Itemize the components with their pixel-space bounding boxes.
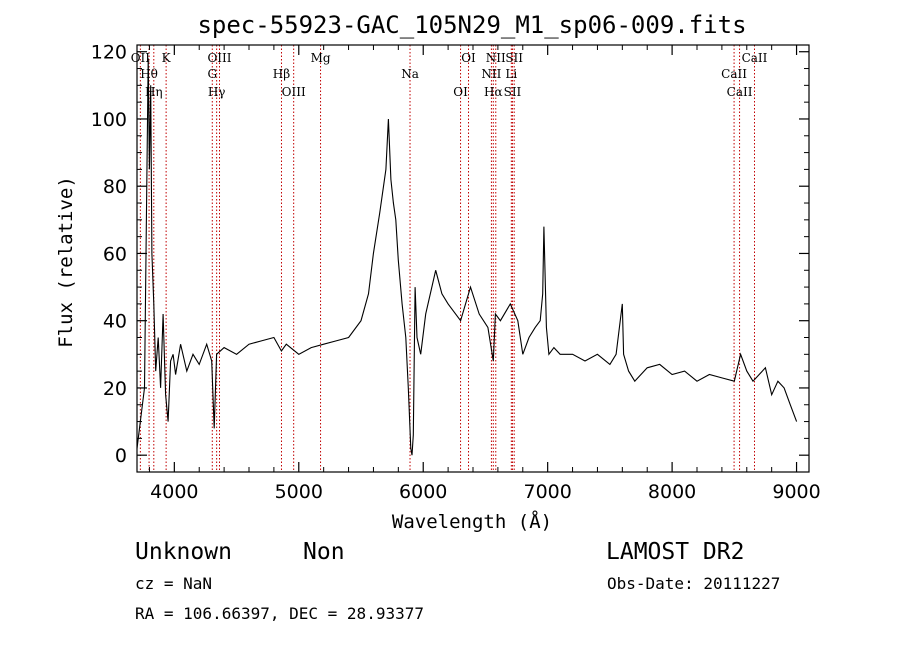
emission-line-label: Mg — [311, 51, 331, 65]
y-axis-label: Flux (relative) — [55, 176, 77, 348]
x-tick-label: 4000 — [150, 481, 198, 503]
emission-line-label: Hθ — [140, 67, 158, 81]
emission-line-label: OIII — [207, 51, 231, 65]
chart-title: spec-55923-GAC_105N29_M1_sp06-009.fits — [197, 11, 746, 39]
coords-text: RA = 106.66397, DEC = 28.93377 — [135, 604, 424, 623]
y-tick-label: 40 — [103, 311, 127, 333]
emission-line-label: G — [207, 67, 217, 81]
x-axis-ticks: 4000 5000 6000 7000 8000 9000 — [148, 45, 821, 503]
emission-line-label: CaII — [742, 51, 768, 65]
survey-text: LAMOST DR2 — [606, 539, 744, 565]
emission-line-label: NII — [481, 67, 501, 81]
x-tick-label: 6000 — [399, 481, 447, 503]
emission-line-label: CaII — [727, 85, 753, 99]
y-tick-label: 80 — [103, 176, 127, 198]
emission-line-label: Na — [401, 67, 419, 81]
emission-line-label: SII — [505, 51, 523, 65]
emission-line-label: OI — [461, 51, 476, 65]
y-tick-label: 60 — [103, 243, 127, 265]
subclass-text: Non — [303, 539, 345, 565]
emission-line-label: OIII — [282, 85, 306, 99]
x-tick-label: 7000 — [523, 481, 571, 503]
emission-line-label: Hβ — [273, 67, 290, 81]
emission-line-markers — [139, 45, 755, 472]
emission-line-label: Hη — [145, 85, 163, 99]
cz-text: cz = NaN — [135, 574, 212, 593]
emission-line-label: OI — [453, 85, 468, 99]
emission-line-label: CaII — [721, 67, 747, 81]
x-axis-label: Wavelength (Å) — [392, 510, 552, 533]
x-tick-label: 8000 — [648, 481, 696, 503]
x-tick-label: 5000 — [275, 481, 323, 503]
emission-line-label: NII — [486, 51, 506, 65]
emission-line-label: K — [162, 51, 172, 65]
emission-line-label: Li — [505, 67, 517, 81]
y-tick-label: 120 — [91, 42, 127, 64]
emission-line-label: SII — [504, 85, 522, 99]
emission-line-label: OII — [131, 51, 151, 65]
y-tick-label: 20 — [103, 378, 127, 400]
x-tick-label: 9000 — [772, 481, 820, 503]
classification-text: Unknown — [135, 539, 232, 565]
y-tick-label: 100 — [91, 109, 127, 131]
emission-line-label: Hγ — [208, 85, 226, 99]
obs-date-text: Obs-Date: 20111227 — [607, 574, 780, 593]
y-axis-ticks: 0 20 40 60 80 100 120 — [91, 42, 809, 467]
emission-line-label: Hα — [484, 85, 503, 99]
y-tick-label: 0 — [115, 445, 127, 467]
spectrum-line — [136, 58, 798, 456]
emission-line-labels: OII Hθ Hη K G Hγ OIII Hβ OIII Mg Na OI OI NII Hα NII Li S… — [131, 51, 768, 99]
